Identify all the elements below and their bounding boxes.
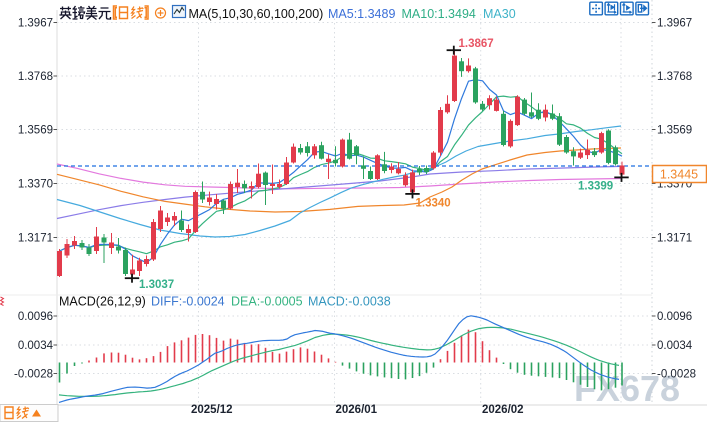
svg-text:1.3867: 1.3867 — [459, 38, 494, 50]
svg-text:MACD:-0.0038: MACD:-0.0038 — [308, 295, 391, 309]
svg-text:1.3569: 1.3569 — [18, 125, 53, 137]
svg-text:1.3768: 1.3768 — [18, 71, 53, 83]
svg-text:0.0034: 0.0034 — [18, 340, 54, 352]
svg-text:1.3967: 1.3967 — [657, 18, 692, 30]
svg-text:1.3171: 1.3171 — [657, 233, 692, 245]
svg-text:MACD(26,12,9): MACD(26,12,9) — [59, 295, 146, 309]
svg-text:1.3399: 1.3399 — [578, 181, 613, 193]
svg-text:1.3370: 1.3370 — [18, 179, 53, 191]
svg-text:1.3171: 1.3171 — [18, 233, 53, 245]
svg-text:DEA:-0.0005: DEA:-0.0005 — [231, 295, 303, 309]
svg-text:2026/01: 2026/01 — [336, 404, 378, 416]
svg-text:1.3037: 1.3037 — [139, 279, 174, 291]
svg-text:0.0096: 0.0096 — [657, 311, 692, 323]
svg-text:1.3445: 1.3445 — [660, 168, 698, 182]
svg-text:MA10:1.3494: MA10:1.3494 — [402, 7, 476, 21]
svg-text:2026/02: 2026/02 — [482, 404, 524, 416]
svg-text:0.0096: 0.0096 — [18, 311, 53, 323]
svg-text:1.3569: 1.3569 — [657, 125, 692, 137]
svg-text:FX678: FX678 — [574, 368, 680, 409]
svg-text:1.3340: 1.3340 — [416, 198, 451, 210]
svg-text:-0.0028: -0.0028 — [14, 369, 53, 381]
svg-text:-0.0028: -0.0028 — [657, 369, 696, 381]
svg-text:MA5:1.3489: MA5:1.3489 — [328, 7, 395, 21]
svg-text:0.0034: 0.0034 — [657, 340, 693, 352]
svg-text:MA(5,10,30,60,100,200): MA(5,10,30,60,100,200) — [189, 7, 324, 21]
svg-text:1.3768: 1.3768 — [657, 71, 692, 83]
svg-text:MA30: MA30 — [483, 7, 516, 21]
svg-text:2025/12: 2025/12 — [191, 404, 233, 416]
svg-text:DIFF:-0.0024: DIFF:-0.0024 — [151, 295, 225, 309]
svg-text:1.3967: 1.3967 — [18, 18, 53, 30]
